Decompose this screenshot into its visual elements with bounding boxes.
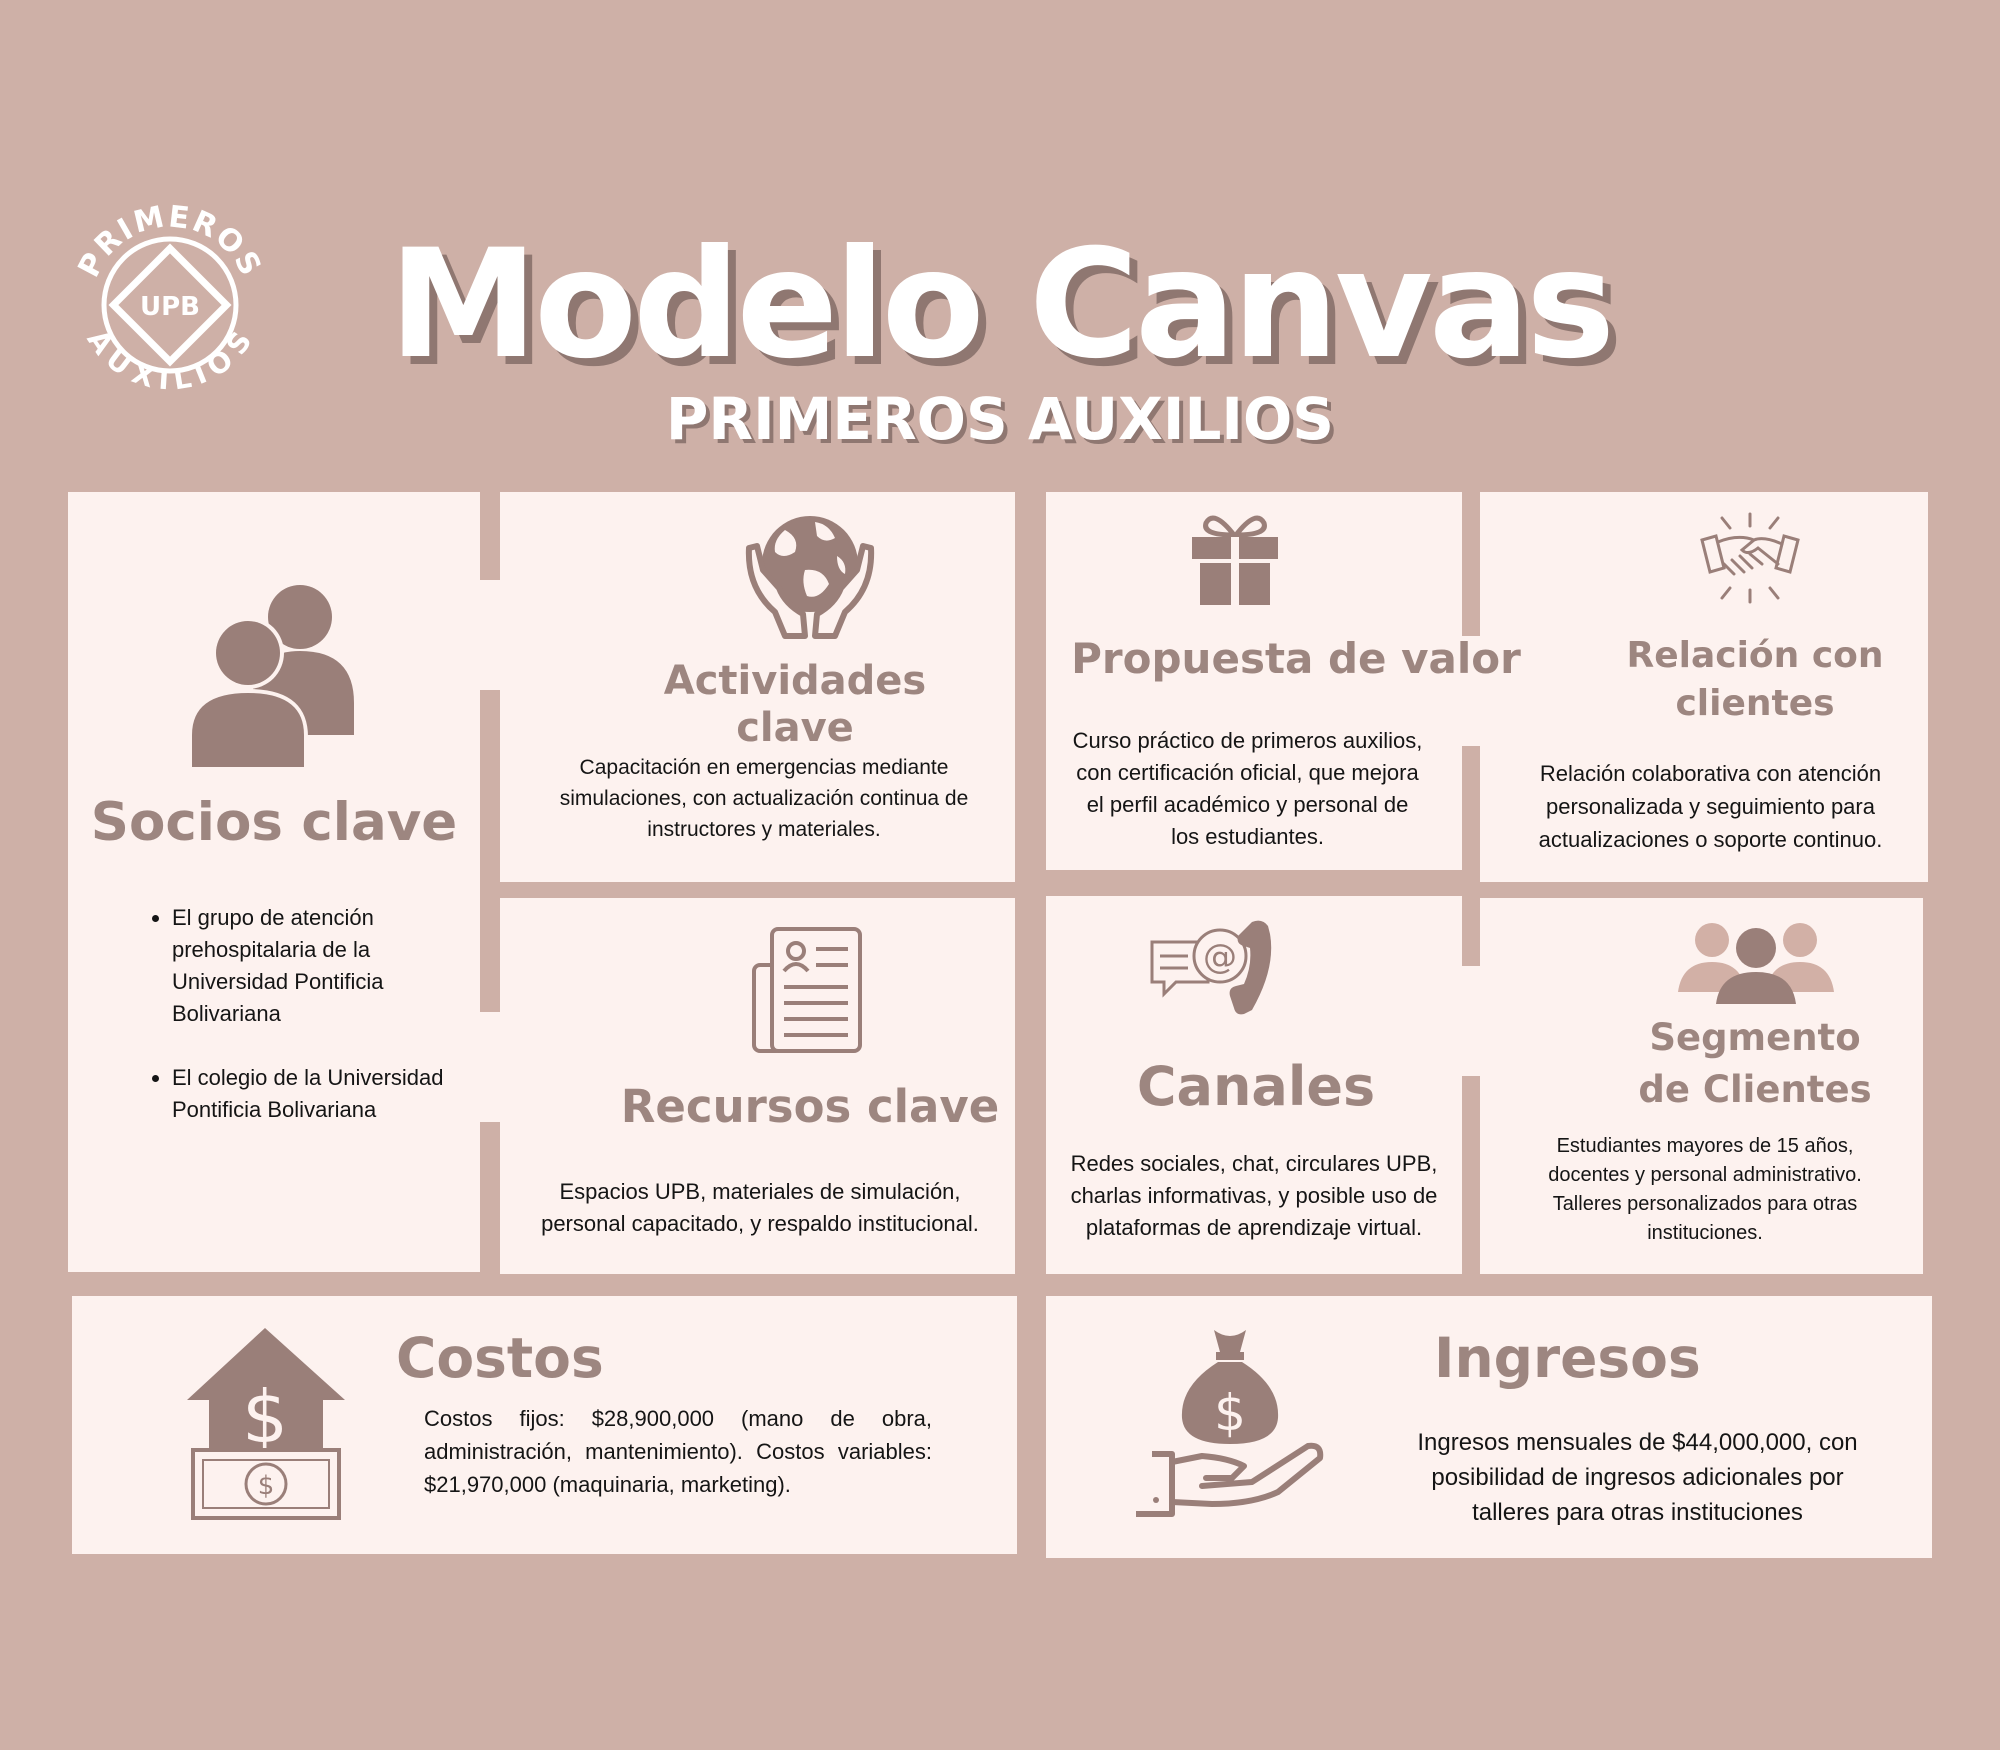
- document-icon: [752, 927, 862, 1053]
- svg-text:$: $: [242, 1375, 288, 1459]
- segmento-title-line1: Segmento: [1649, 1016, 1861, 1059]
- logo: UPB PRIMEROS AUXILIOS: [72, 199, 267, 396]
- list-item: El grupo de atención prehospitalaria de …: [172, 902, 472, 1030]
- ingresos-text: Ingresos mensuales de $44,000,000, con p…: [1417, 1429, 1858, 1526]
- page-subtitle: PRIMEROS AUXILIOS: [665, 385, 1335, 453]
- money-bag-hand-icon: $: [1136, 1330, 1324, 1517]
- svg-text:$: $: [1214, 1384, 1246, 1442]
- canales-text: Redes sociales, chat, circulares UPB, ch…: [1070, 1151, 1438, 1240]
- house-dollar-icon: $ $: [187, 1328, 345, 1520]
- canales-title: Canales: [1136, 1055, 1376, 1118]
- globe-hands-icon: [745, 516, 875, 639]
- actividades-text: Capacitación en emergencias mediante sim…: [559, 756, 969, 841]
- costos-title: Costos: [396, 1326, 604, 1390]
- recursos-text: Espacios UPB, materiales de simulación, …: [541, 1179, 979, 1236]
- propuesta-text: Curso práctico de primeros auxilios, con…: [1072, 728, 1423, 849]
- relacion-title-line2: clientes: [1675, 683, 1835, 724]
- segmento-title: Segmento de Clientes: [1580, 1012, 1930, 1116]
- socios-list: El grupo de atención prehospitalaria de …: [138, 902, 472, 1158]
- page-title: Modelo Canvas: [388, 218, 1616, 392]
- chat-phone-icon: @: [1150, 920, 1272, 1015]
- relacion-title: Relación con clientes: [1580, 632, 1930, 728]
- actividades-title-line1: Actividades: [663, 658, 927, 704]
- costos-text: Costos fijos: $28,900,000 (mano de obra,…: [424, 1406, 932, 1497]
- propuesta-title: Propuesta de valor: [1071, 634, 1521, 683]
- segmento-text: Estudiantes mayores de 15 años, docentes…: [1548, 1135, 1862, 1244]
- actividades-title-line2: clave: [736, 705, 854, 752]
- users-icon: [188, 585, 354, 770]
- list-item: El colegio de la Universidad Pontificia …: [172, 1062, 472, 1126]
- gift-icon: [1192, 515, 1278, 605]
- segmento-title-line2: de Clientes: [1638, 1068, 1872, 1111]
- handshake-icon: [1700, 512, 1800, 604]
- svg-text:@: @: [1203, 937, 1237, 977]
- logo-center-text: UPB: [140, 292, 200, 322]
- actividades-title: Actividades clave: [620, 658, 970, 752]
- recursos-card: [500, 898, 1015, 1274]
- segmento-card: [1480, 898, 1923, 1274]
- relacion-title-line1: Relación con: [1626, 635, 1884, 676]
- relacion-text: Relación colaborativa con atención perso…: [1538, 761, 1883, 852]
- ingresos-title: Ingresos: [1434, 1326, 1701, 1390]
- recursos-title: Recursos clave: [620, 1080, 1000, 1133]
- svg-text:$: $: [258, 1471, 275, 1501]
- group-icon: [1678, 923, 1834, 1004]
- relacion-card: [1480, 492, 1928, 882]
- socios-title: Socios clave: [90, 792, 458, 853]
